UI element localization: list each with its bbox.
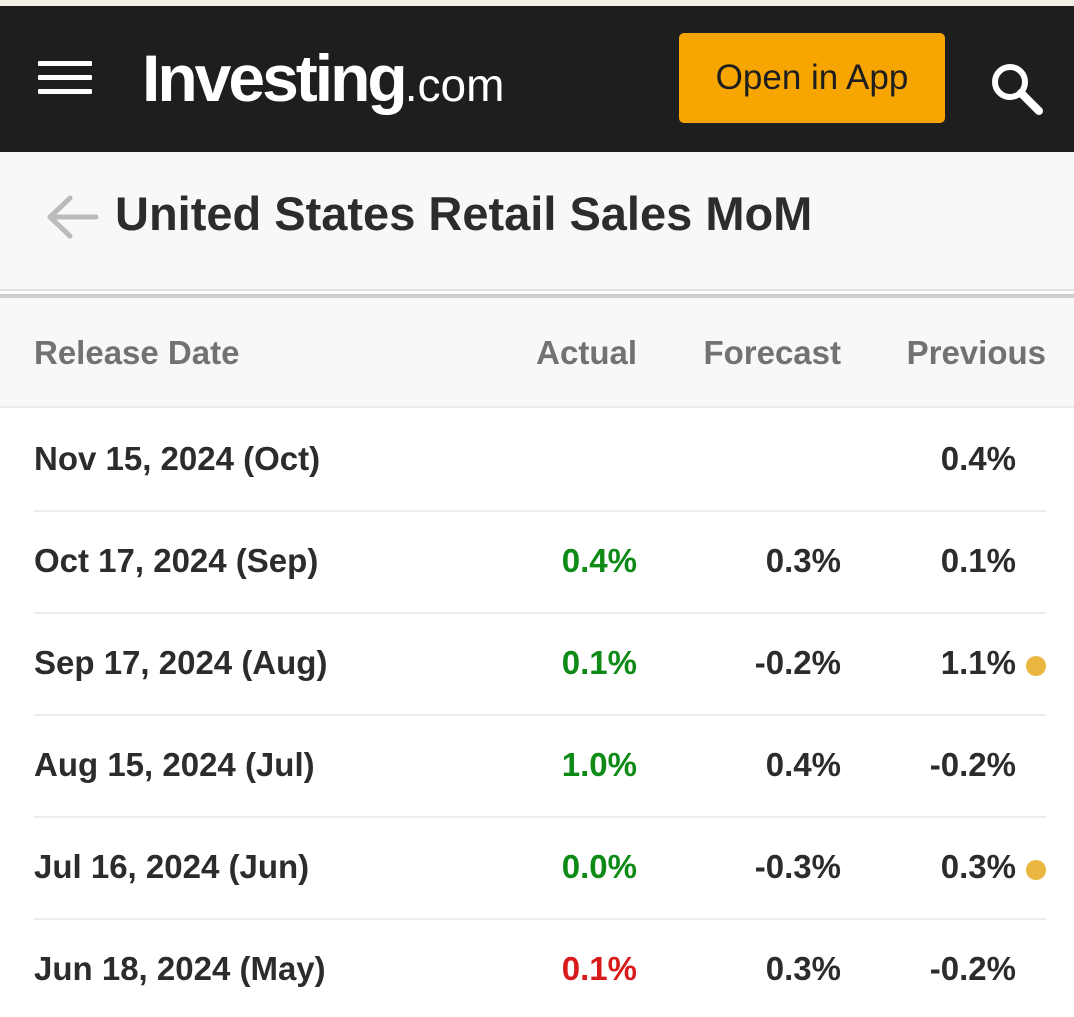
release-date-cell: Nov 15, 2024 (Oct) xyxy=(34,440,321,477)
actual-cell: 1.0% xyxy=(561,746,637,783)
actual-cell: 0.1% xyxy=(561,644,637,681)
previous-cell: 0.1% xyxy=(940,542,1016,579)
forecast-cell: -0.3% xyxy=(754,848,841,885)
forecast-cell: 0.3% xyxy=(765,542,841,579)
actual-cell: 0.0% xyxy=(561,848,637,885)
title-shadow-divider xyxy=(0,294,1074,298)
table-row: Oct 17, 2024 (Sep) 0.4% 0.3% 0.1% xyxy=(0,512,1074,614)
column-header-forecast: Forecast xyxy=(703,334,841,371)
column-header-release-date: Release Date xyxy=(34,334,240,371)
actual-cell: 0.1% xyxy=(561,950,637,987)
open-in-app-button[interactable]: Open in App xyxy=(679,33,945,123)
previous-cell: 1.1% xyxy=(940,644,1016,681)
forecast-cell: 0.3% xyxy=(765,950,841,987)
table-row: Aug 15, 2024 (Jul) 1.0% 0.4% -0.2% xyxy=(0,716,1074,818)
table-row: Sep 17, 2024 (Aug) 0.1% -0.2% 1.1% xyxy=(0,614,1074,716)
forecast-cell: 0.4% xyxy=(765,746,841,783)
actual-cell: 0.4% xyxy=(561,542,637,579)
previous-cell: -0.2% xyxy=(929,746,1016,783)
title-bar xyxy=(0,152,1074,289)
column-header-actual: Actual xyxy=(536,334,637,371)
table-row: Jun 18, 2024 (May) 0.1% 0.3% -0.2% xyxy=(0,920,1074,1017)
release-date-cell: Aug 15, 2024 (Jul) xyxy=(34,746,315,783)
previous-cell: 0.4% xyxy=(940,440,1016,477)
previous-cell: 0.3% xyxy=(940,848,1016,885)
previous-cell: -0.2% xyxy=(929,950,1016,987)
table-row: Jul 16, 2024 (Jun) 0.0% -0.3% 0.3% xyxy=(0,818,1074,920)
forecast-cell: -0.2% xyxy=(754,644,841,681)
table-header: Release Date Actual Forecast Previous xyxy=(0,298,1074,408)
site-header: Investing.com Open in App xyxy=(0,6,1074,152)
release-date-cell: Sep 17, 2024 (Aug) xyxy=(34,644,328,681)
page-title: United States Retail Sales MoM xyxy=(115,187,813,240)
revised-dot-icon[interactable] xyxy=(1026,860,1046,880)
hamburger-icon[interactable] xyxy=(36,58,94,98)
logo-domain: .com xyxy=(404,59,505,111)
column-header-previous: Previous xyxy=(906,334,1046,371)
top-strip xyxy=(0,0,1074,6)
release-date-cell: Jun 18, 2024 (May) xyxy=(34,950,326,987)
release-date-cell: Oct 17, 2024 (Sep) xyxy=(34,542,319,579)
title-divider xyxy=(0,289,1074,291)
site-logo[interactable]: Investing.com xyxy=(142,40,504,120)
back-arrow-icon[interactable] xyxy=(44,193,100,241)
logo-main: Investing xyxy=(142,41,408,115)
search-icon[interactable] xyxy=(986,58,1046,118)
revised-dot-icon[interactable] xyxy=(1026,656,1046,676)
table-row: Nov 15, 2024 (Oct) 0.4% xyxy=(0,410,1074,512)
release-date-cell: Jul 16, 2024 (Jun) xyxy=(34,848,310,885)
